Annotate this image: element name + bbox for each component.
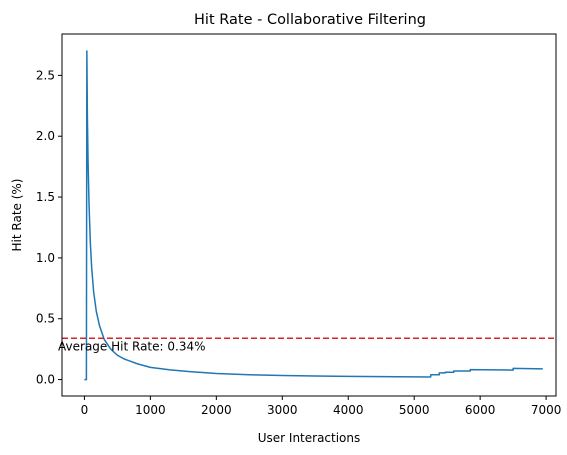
x-tick-label: 6000 [465, 403, 496, 417]
y-tick-label: 0.5 [36, 312, 55, 326]
y-tick-label: 2.0 [36, 129, 55, 143]
chart-title: Hit Rate - Collaborative Filtering [194, 12, 426, 28]
x-tick-label: 7000 [531, 403, 562, 417]
x-axis-label: User Interactions [258, 431, 361, 445]
x-tick-label: 0 [81, 403, 89, 417]
y-tick-label: 1.0 [36, 251, 55, 265]
y-tick-label: 0.0 [36, 373, 55, 387]
y-axis-label: Hit Rate (%) [10, 179, 24, 252]
y-tick-label: 2.5 [36, 68, 55, 82]
average-annotation: Average Hit Rate: 0.34% [58, 340, 205, 354]
x-tick-label: 5000 [399, 403, 430, 417]
x-tick-label: 4000 [333, 403, 364, 417]
y-tick-label: 1.5 [36, 190, 55, 204]
x-tick-label: 1000 [135, 403, 166, 417]
x-tick-label: 3000 [267, 403, 298, 417]
series-line-0 [84, 51, 542, 380]
axis-ticks: 0 1000 2000 3000 4000 5000 6000 7000 0.0 0.5 1.0 1.… [36, 68, 561, 417]
plot-area: Average Hit Rate: 0.34% [58, 51, 556, 380]
x-tick-label: 2000 [201, 403, 232, 417]
